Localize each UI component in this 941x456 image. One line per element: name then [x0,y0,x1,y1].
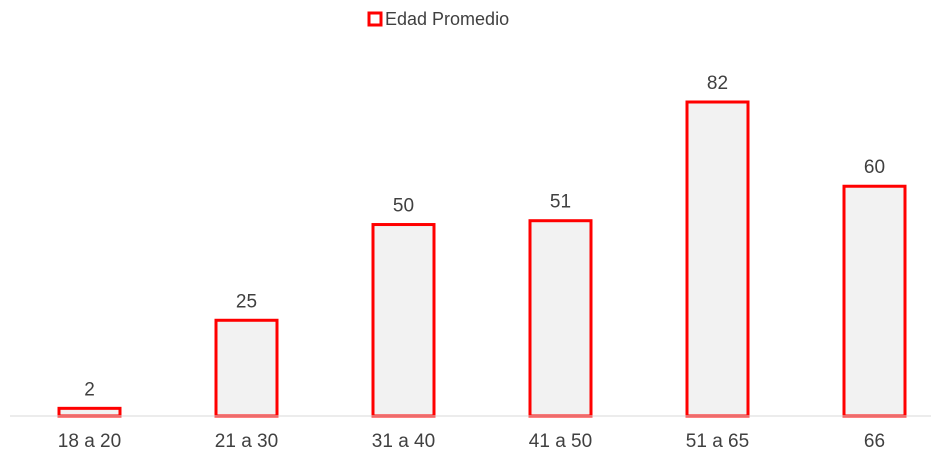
data-label-4: 82 [707,73,728,94]
data-label-3: 51 [550,192,571,213]
data-label-5: 60 [864,157,885,178]
bar-4 [687,102,748,416]
bar-0 [59,408,120,416]
legend-swatch [369,13,381,25]
x-tick-labels-group: 18 a 20 21 a 30 31 a 40 41 a 50 51 a 65 66 [58,431,885,452]
x-tick-label-2: 31 a 40 [372,431,435,452]
bar-2 [373,225,434,416]
data-label-2: 50 [393,196,414,217]
data-label-1: 25 [236,291,257,312]
legend-label: Edad Promedio [385,9,509,29]
legend: Edad Promedio [369,9,509,29]
x-tick-label-0: 18 a 20 [58,431,121,452]
bars-group [59,102,905,416]
x-tick-label-4: 51 a 65 [686,431,749,452]
data-label-0: 2 [84,379,95,400]
x-tick-label-1: 21 a 30 [215,431,278,452]
x-tick-label-5: 66 [864,431,885,452]
bar-1 [216,320,277,416]
bar-3 [530,221,591,416]
x-tick-label-3: 41 a 50 [529,431,592,452]
bar-5 [844,186,905,416]
data-labels-group: 2 25 50 51 82 60 [84,73,885,400]
